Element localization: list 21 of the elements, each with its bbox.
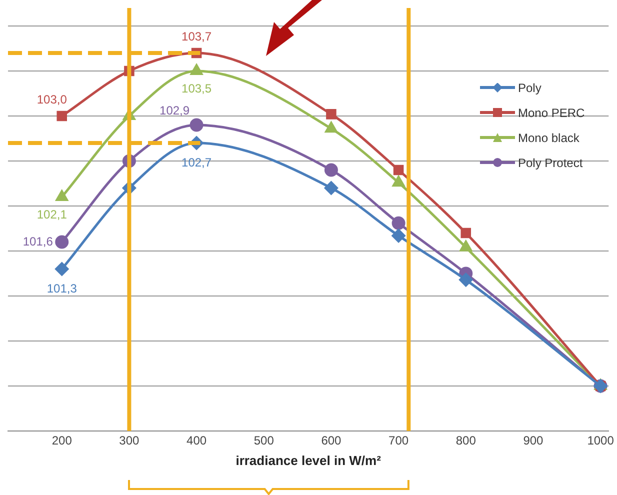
x-tick-label: 900 — [523, 434, 544, 448]
x-axis-title: irradiance level in W/m² — [236, 452, 382, 468]
legend-label: Poly — [518, 80, 542, 94]
legend-label: Poly Protect — [518, 156, 583, 170]
legend-label: Mono black — [518, 130, 580, 144]
x-tick-label: 300 — [119, 434, 140, 448]
x-tick-label: 400 — [186, 434, 207, 448]
data-label: 101,3 — [46, 281, 78, 296]
x-tick-label: 1000 — [587, 434, 614, 448]
x-tick-label: 600 — [321, 434, 342, 448]
data-label: 102,1 — [36, 207, 68, 222]
legend-label: Mono PERC — [518, 106, 585, 120]
data-label: 102,9 — [160, 103, 190, 118]
x-tick-label: 500 — [254, 434, 274, 448]
x-tick-label: 200 — [52, 434, 72, 448]
data-label: 101,6 — [22, 234, 54, 248]
x-tick-label: 700 — [388, 434, 409, 448]
data-label: 103,0 — [36, 92, 68, 106]
data-label: 103,7 — [182, 29, 212, 44]
x-tick-label: 800 — [456, 434, 476, 448]
data-label: 103,5 — [182, 81, 212, 96]
